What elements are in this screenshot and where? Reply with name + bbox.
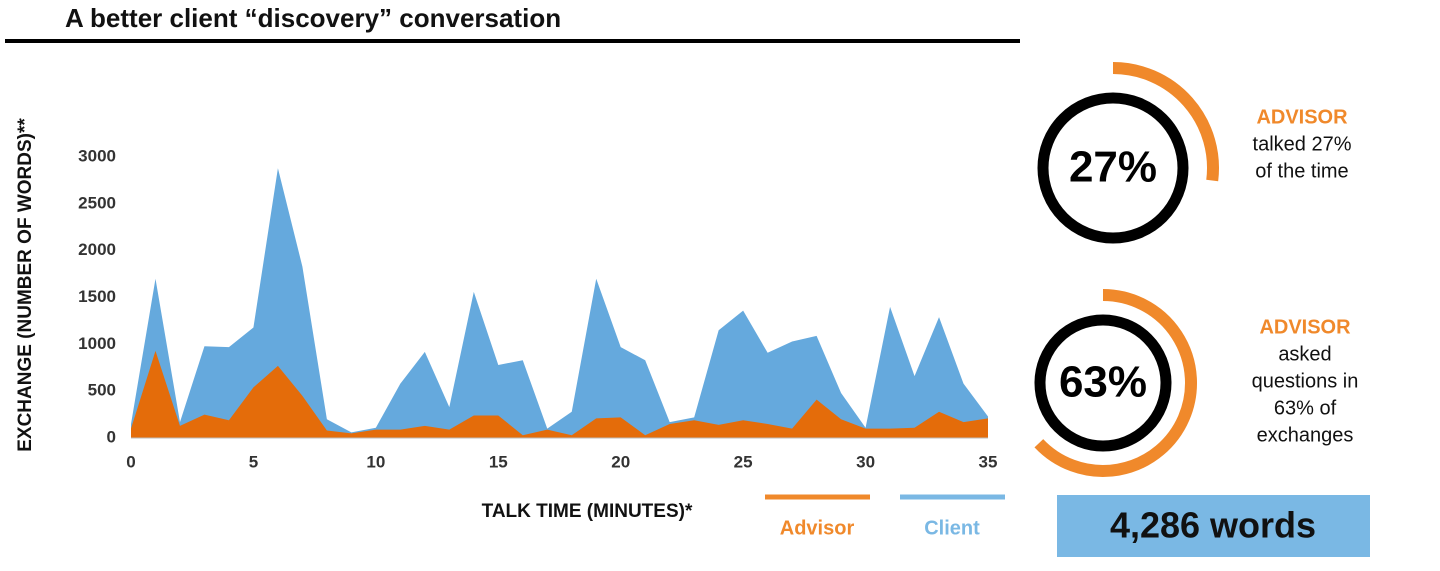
ring <box>1037 92 1189 244</box>
x-tick-label: 20 <box>611 452 630 471</box>
y-axis-label: EXCHANGE (NUMBER OF WORDS)** <box>15 118 36 452</box>
stat-heading: ADVISOR <box>1259 316 1351 338</box>
stat-line: of the time <box>1255 160 1348 182</box>
area <box>131 350 988 438</box>
x-tick-label: 5 <box>249 452 258 471</box>
x-tick-label: 25 <box>734 452 753 471</box>
chart-title: A better client “discovery” conversation <box>65 3 561 33</box>
y-tick-label: 0 <box>107 427 116 446</box>
ring <box>1034 314 1172 452</box>
stat-heading: ADVISOR <box>1256 106 1348 128</box>
share-arc <box>1112 62 1219 182</box>
x-tick-label: 35 <box>979 452 998 471</box>
share-label: 27% <box>1069 143 1157 192</box>
y-tick-label: 1000 <box>78 334 116 353</box>
y-tick-label: 2000 <box>78 240 116 259</box>
share-label: 63% <box>1059 358 1147 407</box>
stat-line: asked <box>1278 343 1331 365</box>
x-tick-label: 30 <box>856 452 875 471</box>
stat-line: questions in <box>1252 370 1359 392</box>
stat-line: talked 27% <box>1253 133 1352 155</box>
legend-label: Advisor <box>780 517 855 539</box>
stat-line: 63% of <box>1274 397 1337 419</box>
total-words: 4,286 words <box>1110 505 1316 546</box>
x-tick-label: 10 <box>366 452 385 471</box>
x-axis-label: TALK TIME (MINUTES)* <box>482 501 693 522</box>
legend-label: Client <box>924 517 980 539</box>
x-tick-label: 15 <box>489 452 508 471</box>
y-tick-label: 3000 <box>78 146 116 165</box>
stat-line: exchanges <box>1257 424 1354 446</box>
y-tick-label: 500 <box>88 381 116 400</box>
y-tick-label: 1500 <box>78 287 116 306</box>
total-box <box>1057 495 1370 557</box>
x-tick-label: 0 <box>126 452 135 471</box>
y-tick-label: 2500 <box>78 193 116 212</box>
share-arc <box>1034 289 1197 477</box>
area <box>131 168 988 439</box>
